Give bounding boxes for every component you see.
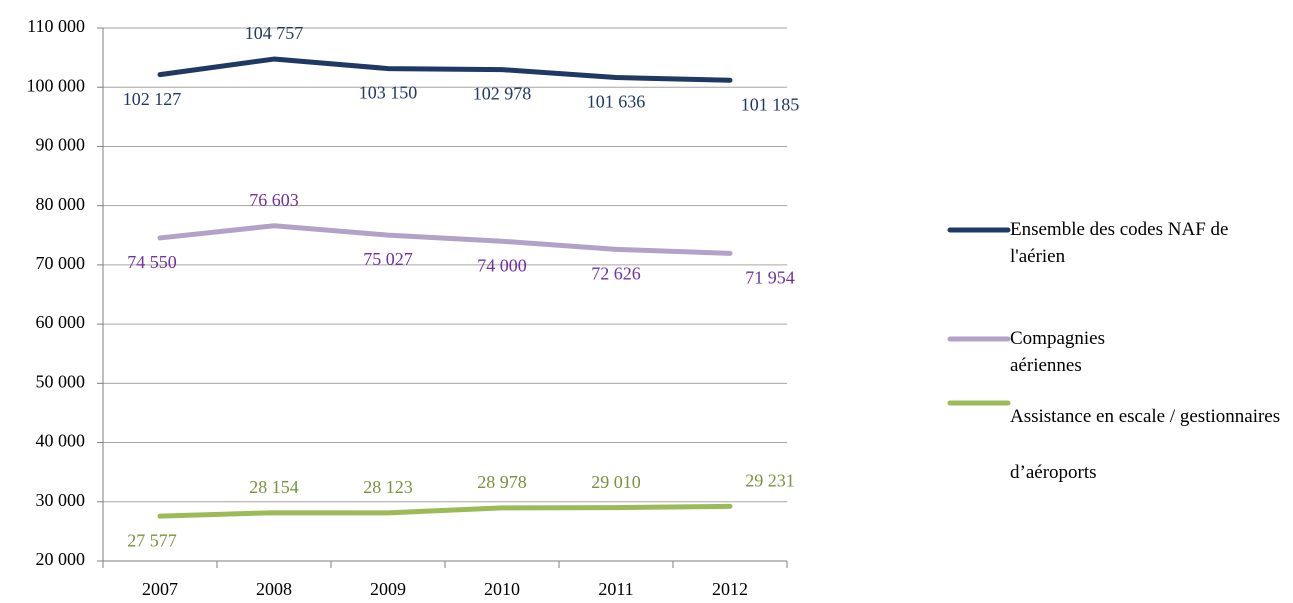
data-label: 76 603 bbox=[249, 190, 299, 210]
series-line bbox=[157, 503, 733, 519]
y-tick-label: 90 000 bbox=[36, 135, 86, 155]
data-label: 72 626 bbox=[591, 263, 641, 283]
y-tick-label: 60 000 bbox=[36, 312, 86, 332]
data-label: 101 185 bbox=[741, 94, 800, 114]
x-tick-label: 2008 bbox=[256, 579, 292, 599]
data-label: 102 127 bbox=[123, 89, 182, 109]
data-label: 29 231 bbox=[745, 470, 795, 490]
data-label: 29 010 bbox=[591, 472, 641, 492]
data-label: 74 000 bbox=[477, 255, 527, 275]
data-label: 27 577 bbox=[127, 530, 177, 550]
y-tick-label: 80 000 bbox=[36, 194, 86, 214]
y-tick-label: 20 000 bbox=[36, 549, 86, 569]
data-label: 104 757 bbox=[245, 23, 304, 43]
data-label: 102 978 bbox=[473, 84, 532, 104]
y-tick-label: 100 000 bbox=[27, 75, 86, 95]
data-label: 75 027 bbox=[363, 249, 413, 269]
x-tick-label: 2009 bbox=[370, 579, 406, 599]
data-label: 103 150 bbox=[359, 83, 418, 103]
series-line bbox=[157, 56, 733, 83]
x-tick-label: 2011 bbox=[598, 579, 633, 599]
data-label: 28 123 bbox=[363, 477, 413, 497]
data-label: 71 954 bbox=[745, 267, 795, 287]
y-tick-label: 50 000 bbox=[36, 371, 86, 391]
y-tick-label: 110 000 bbox=[27, 16, 85, 36]
y-tick-label: 30 000 bbox=[36, 490, 86, 510]
data-label: 28 978 bbox=[477, 472, 527, 492]
legend-label: Compagnies aériennes bbox=[1010, 328, 1105, 376]
data-label: 101 636 bbox=[587, 92, 646, 112]
y-tick-label: 40 000 bbox=[36, 431, 86, 451]
x-tick-label: 2007 bbox=[142, 579, 178, 599]
series-line bbox=[157, 223, 733, 256]
data-label: 74 550 bbox=[127, 252, 177, 272]
x-tick-label: 2010 bbox=[484, 579, 520, 599]
data-label: 28 154 bbox=[249, 477, 299, 497]
legend-label: Ensemble des codes NAF de l'aérien bbox=[1010, 219, 1229, 267]
legend-label: Assistance en escale / gestionnaires d’a… bbox=[1010, 406, 1281, 483]
y-tick-label: 70 000 bbox=[36, 253, 86, 273]
x-tick-label: 2012 bbox=[712, 579, 748, 599]
